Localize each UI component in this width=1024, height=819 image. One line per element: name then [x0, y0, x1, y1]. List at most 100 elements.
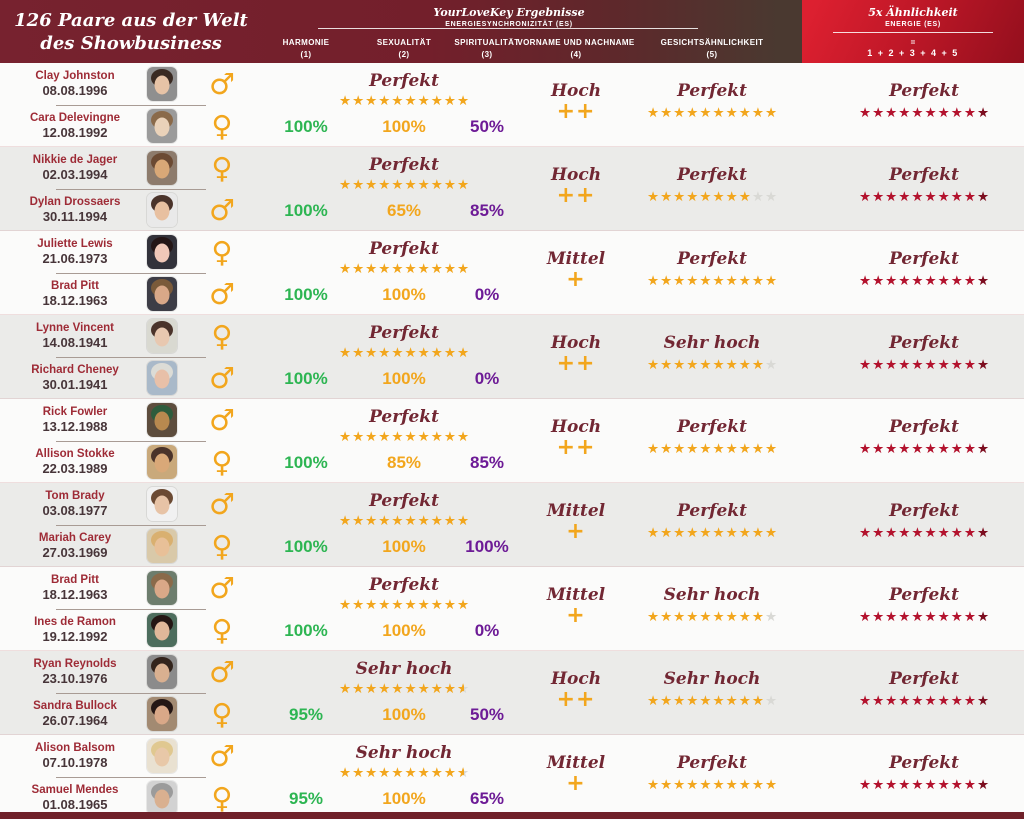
star-icon: ★ [937, 525, 950, 541]
person-name-block: Cara Delevingne 12.08.1992 [10, 112, 140, 140]
male-gender-icon: ♂ [209, 654, 235, 689]
face-similarity-stars: ★ ★ ★ ★ ★ ★ ★ ★ ★ ★ [647, 189, 777, 205]
star-icon: ★ [751, 273, 764, 289]
star-icon: ★ ★ [456, 765, 470, 781]
star-icon: ★ [660, 777, 673, 793]
sexuality-percent: 100% [382, 621, 426, 640]
couple-row: Rick Fowler 13.12.1988 ♂ Allison Stokke … [0, 399, 1024, 483]
star-icon: ★ [924, 777, 937, 793]
energy-stars: ★ ★ ★ ★ ★ ★ ★ ★ ★ ★ [859, 105, 989, 121]
energy-rating-label: Perfekt [889, 501, 959, 521]
name-match-plus-icon: ++ [556, 435, 596, 460]
star-icon: ★ [963, 693, 976, 709]
star-icon: ★ [885, 105, 898, 121]
face-similarity-label: Sehr hoch [663, 333, 761, 353]
person-name-block: Alison Balsom 07.10.1978 [10, 742, 140, 770]
star-icon: ★ [365, 429, 378, 445]
person-name-block: Mariah Carey 27.03.1969 [10, 532, 140, 560]
couple-divider-line [56, 189, 206, 190]
star-icon: ★ [963, 273, 976, 289]
star-icon: ★ [712, 357, 725, 373]
star-icon: ★ [352, 261, 365, 277]
star-icon: ★ [911, 273, 924, 289]
star-icon: ★ [673, 189, 686, 205]
star-icon: ★ [378, 597, 391, 613]
person-name-block: Juliette Lewis 21.06.1973 [10, 238, 140, 266]
star-icon: ★ [911, 441, 924, 457]
person-birthdate: 26.07.1964 [42, 713, 108, 728]
star-icon: ★ [725, 693, 738, 709]
header-bar: 126 Paare aus der Welt des Showbusiness … [0, 0, 1024, 63]
star-icon: ★ [660, 105, 673, 121]
energy-rating-label: Perfekt [889, 249, 959, 269]
harmony-percent: 95% [288, 705, 324, 724]
person-a: Juliette Lewis 21.06.1973 ♀ [0, 231, 250, 273]
sexuality-stars: ★ ★ ★ ★ ★ ★ ★ ★ ★ ★ [339, 429, 469, 445]
star-icon: ★ [391, 177, 404, 193]
sexuality-rating-label: Sehr hoch [355, 743, 453, 763]
female-gender-icon: ♀ [211, 528, 233, 563]
star-icon: ★ [443, 345, 456, 361]
star-icon: ★ [885, 273, 898, 289]
couple-row: Nikkie de Jager 02.03.1994 ♀ Dylan Dross… [0, 147, 1024, 231]
star-icon: ★ [872, 525, 885, 541]
person-birthdate: 07.10.1978 [42, 755, 108, 770]
energy-rating-label: Perfekt [889, 669, 959, 689]
energy-divider-line [833, 32, 993, 33]
person-b: Cara Delevingne 12.08.1992 ♀ [0, 105, 250, 147]
star-icon: ★ [950, 273, 963, 289]
star-icon: ★ [673, 693, 686, 709]
star-icon: ★ [686, 609, 699, 625]
star-icon: ★ [430, 261, 443, 277]
star-icon: ★ [898, 357, 911, 373]
star-icon: ★ [673, 525, 686, 541]
person-name: Brad Pitt [51, 280, 99, 292]
sexuality-stars: ★ ★ ★ ★ ★ ★ ★ ★ ★ ★ ★ [339, 682, 469, 697]
column-label: GESICHTSÄHNLICHKEIT [660, 38, 764, 47]
star-icon: ★ [391, 597, 404, 613]
person-photo [147, 613, 177, 647]
star-icon: ★ [430, 93, 443, 109]
star-icon: ★ [417, 261, 430, 277]
star-icon: ★ [898, 693, 911, 709]
person-photo [147, 193, 177, 227]
star-icon: ★ [911, 105, 924, 121]
star-icon: ★ [885, 189, 898, 205]
star-icon: ★ [950, 693, 963, 709]
page-title-line1: 126 Paare aus der Welt [14, 10, 248, 31]
person-photo [147, 529, 177, 563]
star-icon: ★ [456, 513, 470, 529]
avatar-placeholder-icon [147, 529, 177, 563]
male-gender-icon: ♂ [209, 192, 235, 227]
star-icon: ★ [404, 177, 417, 193]
star-icon: ★ [699, 777, 712, 793]
star-icon: ★ [725, 105, 738, 121]
star-icon: ★ [686, 105, 699, 121]
star-icon: ★ [911, 525, 924, 541]
couple-divider-line [56, 525, 206, 526]
avatar-placeholder-icon [147, 487, 177, 521]
person-name: Juliette Lewis [37, 238, 113, 250]
star-icon: ★ [976, 609, 990, 625]
star-icon: ★ [686, 189, 699, 205]
person-photo [147, 67, 177, 101]
star-icon: ★ [338, 597, 352, 613]
star-icon: ★ [404, 765, 417, 781]
star-icon: ★ [885, 693, 898, 709]
name-match-label: Mittel [546, 249, 606, 269]
star-icon: ★ [738, 441, 751, 457]
name-match-plus-icon: + [566, 603, 586, 628]
person-birthdate: 22.03.1989 [42, 461, 108, 476]
sexuality-rating-label: Perfekt [369, 155, 439, 175]
female-gender-icon: ♀ [211, 150, 233, 185]
sexuality-stars: ★ ★ ★ ★ ★ ★ ★ ★ ★ ★ [338, 597, 469, 613]
name-match-label: Mittel [546, 501, 606, 521]
person-b: Samuel Mendes 01.08.1965 ♀ [0, 777, 250, 819]
person-birthdate: 19.12.1992 [42, 629, 108, 644]
star-icon: ★ [443, 513, 456, 529]
star-icon: ★ [976, 525, 990, 541]
face-similarity-stars: ★ ★ ★ ★ ★ ★ ★ ★ ★ ★ [647, 693, 777, 709]
sexuality-stars: ★ ★ ★ ★ ★ ★ ★ ★ ★ ★ [339, 261, 469, 277]
person-b: Sandra Bullock 26.07.1964 ♀ [0, 693, 250, 735]
person-name: Clay Johnston [35, 70, 115, 82]
